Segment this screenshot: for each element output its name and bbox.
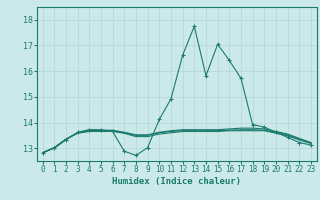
- X-axis label: Humidex (Indice chaleur): Humidex (Indice chaleur): [112, 177, 241, 186]
